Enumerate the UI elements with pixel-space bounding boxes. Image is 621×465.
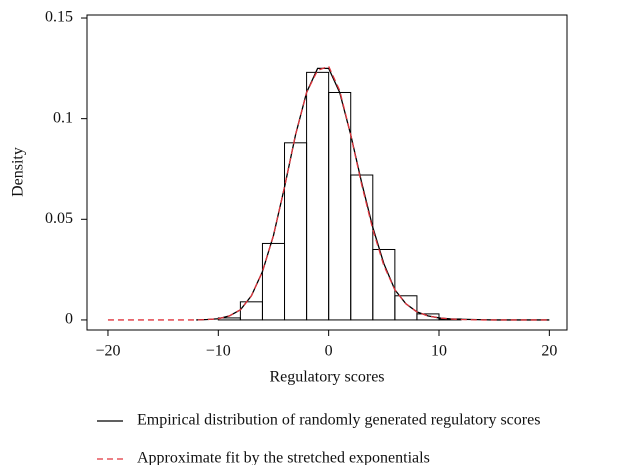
histogram-bar bbox=[350, 174, 374, 321]
y-tick-label: 0.1 bbox=[53, 109, 73, 126]
histogram-bar bbox=[239, 301, 263, 321]
histogram-bar bbox=[261, 242, 286, 321]
plot-frame bbox=[86, 14, 568, 331]
density-line bbox=[107, 65, 550, 321]
histogram-bar bbox=[328, 91, 352, 321]
x-tick-label: 20 bbox=[541, 343, 557, 360]
y-tick-label: 0 bbox=[65, 311, 73, 328]
histogram-bar bbox=[394, 295, 418, 321]
x-tick-label: 0 bbox=[325, 343, 333, 360]
histogram-bar bbox=[306, 71, 330, 321]
x-axis-label: Regulatory scores bbox=[269, 369, 384, 386]
legend-label: Approximate fit by the stretched exponen… bbox=[137, 450, 430, 465]
y-tick-label: 0.15 bbox=[45, 9, 73, 26]
legend-label: Empirical distribution of randomly gener… bbox=[137, 412, 540, 429]
y-tick-label: 0.05 bbox=[45, 210, 73, 227]
histogram-bar bbox=[372, 248, 396, 321]
x-tick-label: −10 bbox=[206, 343, 231, 360]
y-axis-label: Density bbox=[10, 147, 27, 197]
x-tick-label: 10 bbox=[431, 343, 447, 360]
x-tick-label: −20 bbox=[95, 343, 120, 360]
histogram-bar bbox=[416, 313, 440, 321]
